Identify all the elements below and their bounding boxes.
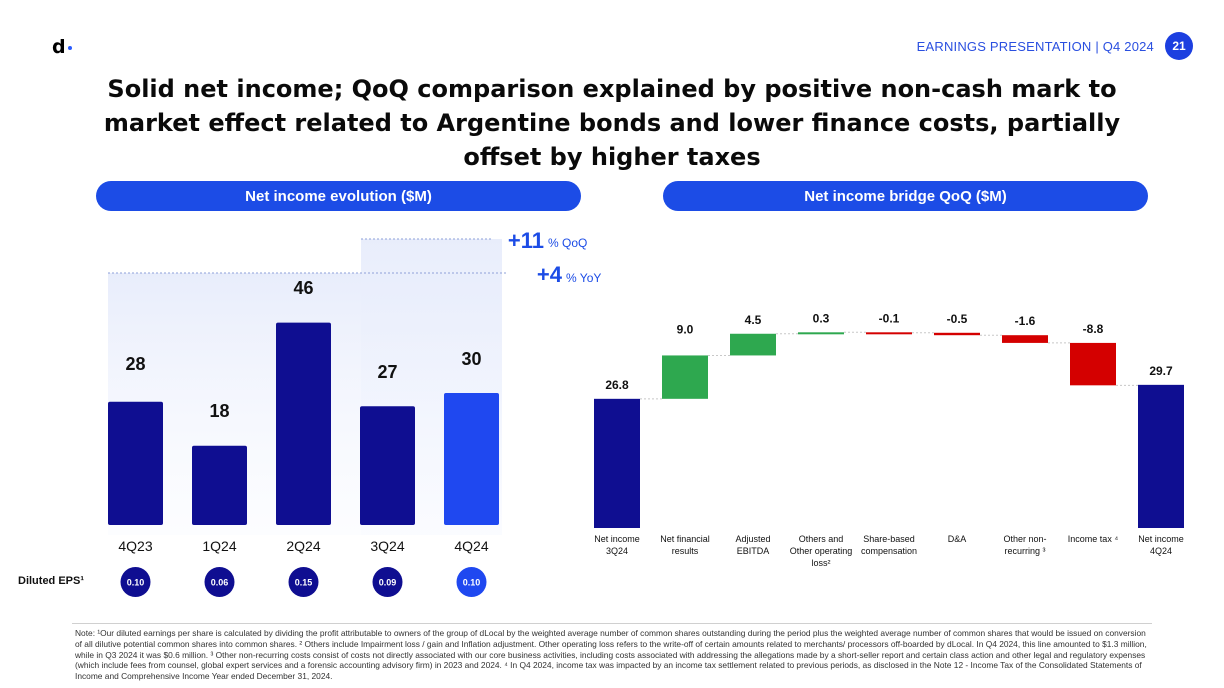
eps-value: 0.06: [211, 578, 229, 588]
bridge-bar: [1138, 384, 1184, 528]
yoy-change-unit: % YoY: [566, 271, 601, 285]
net-income-evolution-chart: 28 4Q23 0.10 18 1Q24 0.06 46 2Q24 0.15 27 3Q24 0.09…: [108, 228, 601, 597]
net-income-bar-label: 27: [377, 362, 397, 382]
eps-value: 0.10: [463, 578, 481, 588]
bridge-bar-label: -8.8: [1083, 322, 1104, 336]
bridge-category-label: recurring ³: [1004, 546, 1045, 556]
net-income-bridge-header: Net income bridge QoQ ($M): [663, 181, 1148, 211]
bridge-bar-label: 29.7: [1149, 364, 1173, 378]
bridge-bar-label: 0.3: [813, 311, 830, 325]
eps-badge: [288, 567, 319, 597]
bridge-category-label: Other non-: [1003, 534, 1046, 544]
bridge-category-label: results: [672, 546, 699, 556]
quarter-tick-label: 1Q24: [202, 538, 236, 554]
quarter-tick-label: 4Q24: [454, 538, 488, 554]
bridge-category-label: 4Q24: [1150, 546, 1172, 556]
bridge-bar-label: 4.5: [745, 313, 762, 327]
qoq-change-unit: % QoQ: [548, 236, 587, 250]
net-income-bar-label: 30: [461, 349, 481, 369]
net-income-evolution-header: Net income evolution ($M): [96, 181, 581, 211]
eps-value: 0.15: [295, 578, 313, 588]
net-income-bar-label: 28: [125, 354, 145, 374]
bridge-bar-label: -0.1: [879, 311, 900, 325]
eps-badge: [456, 567, 487, 597]
footnote-text: Note: ¹Our diluted earnings per share is…: [75, 628, 1147, 682]
net-income-bar: [192, 445, 247, 525]
bridge-category-label: compensation: [861, 546, 917, 556]
net-income-bar: [360, 406, 415, 525]
eps-value: 0.09: [379, 578, 397, 588]
bridge-category-label: 3Q24: [606, 546, 628, 556]
bridge-category-label: EBITDA: [737, 546, 770, 556]
bridge-bar: [730, 333, 776, 356]
bridge-category-label: Adjusted: [735, 534, 770, 544]
bridge-category-label: loss²: [811, 558, 830, 568]
bridge-bar: [866, 332, 912, 335]
quarter-tick-label: 2Q24: [286, 538, 320, 554]
bridge-bar: [1002, 335, 1048, 343]
quarter-tick-label: 4Q23: [118, 538, 152, 554]
bridge-category-label: Income tax ⁴: [1068, 534, 1119, 544]
bridge-bar-label: 26.8: [605, 378, 629, 392]
net-income-bar: [276, 322, 331, 525]
bridge-category-label: Net income: [1138, 534, 1184, 544]
dlocal-logo: d: [52, 36, 72, 58]
bridge-category-label: D&A: [948, 534, 967, 544]
eps-value: 0.10: [127, 578, 145, 588]
bridge-bar: [594, 398, 640, 528]
presentation-header: EARNINGS PRESENTATION | Q4 2024: [916, 39, 1154, 54]
bridge-bar: [1070, 342, 1116, 386]
bridge-category-label: Net income: [594, 534, 640, 544]
eps-badge: [372, 567, 403, 597]
bridge-category-label: Others and: [799, 534, 844, 544]
bridge-bar-label: -1.6: [1015, 314, 1036, 328]
footnote-divider: [72, 623, 1152, 624]
net-income-bar: [108, 401, 163, 525]
quarter-tick-label: 3Q24: [370, 538, 404, 554]
bridge-category-label: Net financial: [660, 534, 710, 544]
bridge-bar: [798, 332, 844, 335]
page-number-badge: 21: [1165, 32, 1193, 60]
diluted-eps-label: Diluted EPS¹: [18, 575, 85, 587]
qoq-change-value: +11: [508, 228, 544, 253]
bridge-bar: [934, 332, 980, 336]
bridge-bar: [662, 355, 708, 399]
yoy-change-value: +4: [537, 262, 563, 287]
bridge-bar-label: 9.0: [677, 322, 694, 336]
eps-badge: [120, 567, 151, 597]
bridge-category-label: Share-based: [863, 534, 915, 544]
net-income-bar-label: 46: [293, 278, 313, 298]
eps-badge: [204, 567, 235, 597]
net-income-bridge-chart: 26.8 Net income 3Q24 9.0 Net financial result…: [594, 311, 1184, 568]
slide-title: Solid net income; QoQ comparison explain…: [103, 75, 1121, 171]
net-income-bar: [444, 393, 499, 525]
bridge-bar-label: -0.5: [947, 312, 968, 326]
bridge-category-label: Other operating: [790, 546, 853, 556]
net-income-bar-label: 18: [209, 401, 229, 421]
